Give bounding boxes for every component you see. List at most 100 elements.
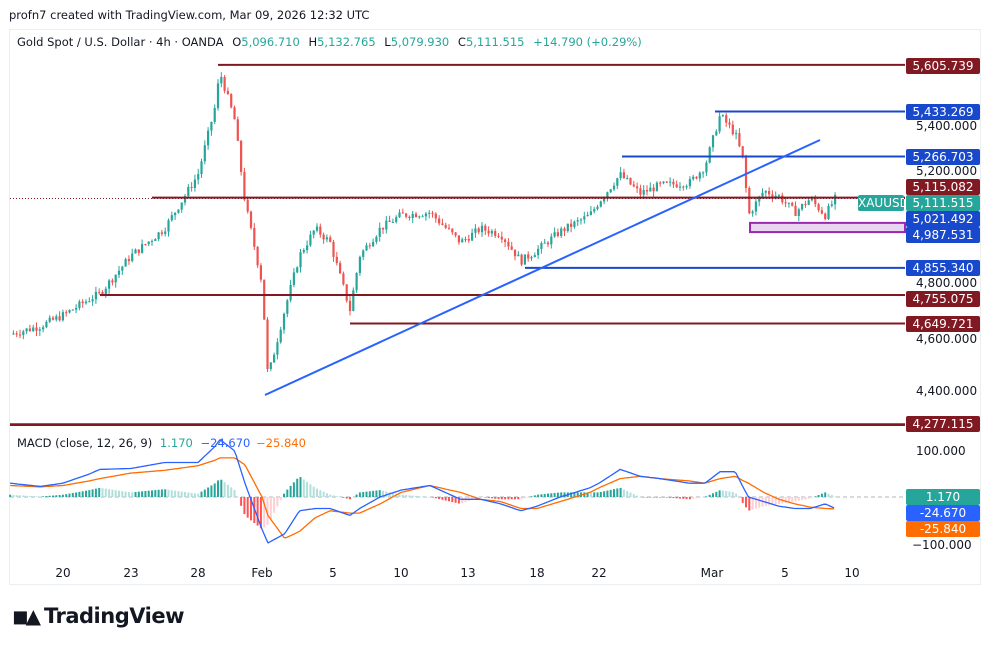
symbol-title[interactable]: Gold Spot / U.S. Dollar · 4h · OANDA [17,35,224,49]
candle-body [223,76,226,91]
candle-body [797,209,800,216]
macd-histogram-bar [537,494,540,497]
candle-body [487,230,490,234]
macd-histogram-bar [127,492,130,497]
candle-body [335,256,338,264]
candle-body [418,216,421,218]
macd-histogram-bar [329,494,332,497]
macd-histogram-bar [642,497,645,498]
macd-histogram-bar [81,491,84,497]
tradingview-logo[interactable]: ◼▲ TradingView [12,604,184,628]
candle-body [672,181,675,185]
macd-histogram-bar [197,493,200,497]
candle-body [698,172,701,179]
candle-body [207,130,210,146]
macd-histogram-bar [339,497,342,498]
candle-body [721,115,725,117]
macd-histogram-bar [814,496,817,497]
macd-histogram-bar [751,497,754,510]
macd-histogram-bar [167,489,170,497]
candle-body [381,227,385,230]
macd-histogram-bar [553,492,556,497]
macd-histogram-bar [230,487,233,497]
macd-histogram-bar [448,497,451,502]
macd-histogram-bar [160,489,163,497]
macd-title[interactable]: MACD (close, 12, 26, 9) [17,436,153,450]
change-value: +14.790 (+0.29%) [533,35,642,49]
macd-histogram-bar [141,491,144,497]
candle-body [573,221,576,227]
macd-histogram-bar [104,488,107,497]
candle-body [665,181,668,183]
candle-body [507,241,510,247]
candle-body [480,225,484,233]
macd-histogram-bar [451,497,454,503]
macd-signal-label: -25.840 [906,521,980,537]
time-tick: 23 [123,566,139,580]
level-label: 5,021.492 [906,211,980,227]
candle-body [286,300,289,314]
candle-body [414,213,418,218]
macd-histogram-bar [296,478,299,497]
candle-body [645,190,649,192]
candle-body [533,255,536,258]
macd-histogram-bar [398,494,401,497]
macd-histogram-bar [646,497,649,498]
macd-histogram-bar [157,489,160,497]
macd-histogram-bar [58,494,61,497]
candle-body [236,119,239,141]
candle-body [233,107,236,120]
macd-histogram-bar [712,493,715,497]
candle-body [309,234,312,246]
macd-histogram-bar [540,494,543,497]
time-tick: 18 [529,566,545,580]
macd-histogram-bar [804,497,807,500]
macd-histogram-bar [778,497,781,504]
candle-body [513,249,517,257]
macd-histogram-bar [514,497,517,500]
macd-histogram-bar [28,495,31,497]
candle-body [22,331,25,335]
macd-histogram-bar [259,497,262,529]
candle-body [447,227,451,229]
candle-body [197,174,200,180]
macd-histogram-bar [523,497,526,499]
candle-body [187,186,190,197]
candle-body [771,194,774,198]
macd-tick: 100.000 [916,444,966,458]
macd-histogram-bar [137,491,140,497]
macd-histogram-bar [299,477,302,497]
macd-histogram-bar [507,497,510,500]
macd-histogram-bar [500,497,503,500]
candle-body [276,342,279,355]
price-tick: 4,400.000 [916,384,978,398]
macd-histogram-bar [698,497,701,498]
high-label: H [308,35,318,49]
candle-body [365,245,368,251]
macd-histogram-bar [619,487,622,497]
candle-body [702,172,705,174]
macd-histogram-bar [784,497,787,503]
macd-histogram-bar [12,494,15,497]
macd-histogram-bar [754,497,757,509]
candle-body [220,76,223,84]
candle-body [289,285,292,301]
macd-histogram-bar [669,497,672,498]
macd-histogram-label: 1.170 [906,489,980,505]
time-tick: 5 [329,566,337,580]
macd-histogram-bar [269,497,272,520]
macd-histogram-bar [830,495,833,497]
macd-histogram-bar [154,490,157,497]
candle-body [368,245,371,247]
macd-histogram-bar [771,497,774,505]
macd-histogram-bar [434,497,437,499]
candle-body [398,212,401,218]
macd-histogram-bar [622,489,625,497]
candle-body [817,204,820,211]
macd-histogram-bar [797,497,800,501]
macd-histogram-bar [461,497,464,504]
candle-body [563,228,566,232]
macd-signal-line [10,457,835,539]
macd-histogram-bar [596,492,599,497]
